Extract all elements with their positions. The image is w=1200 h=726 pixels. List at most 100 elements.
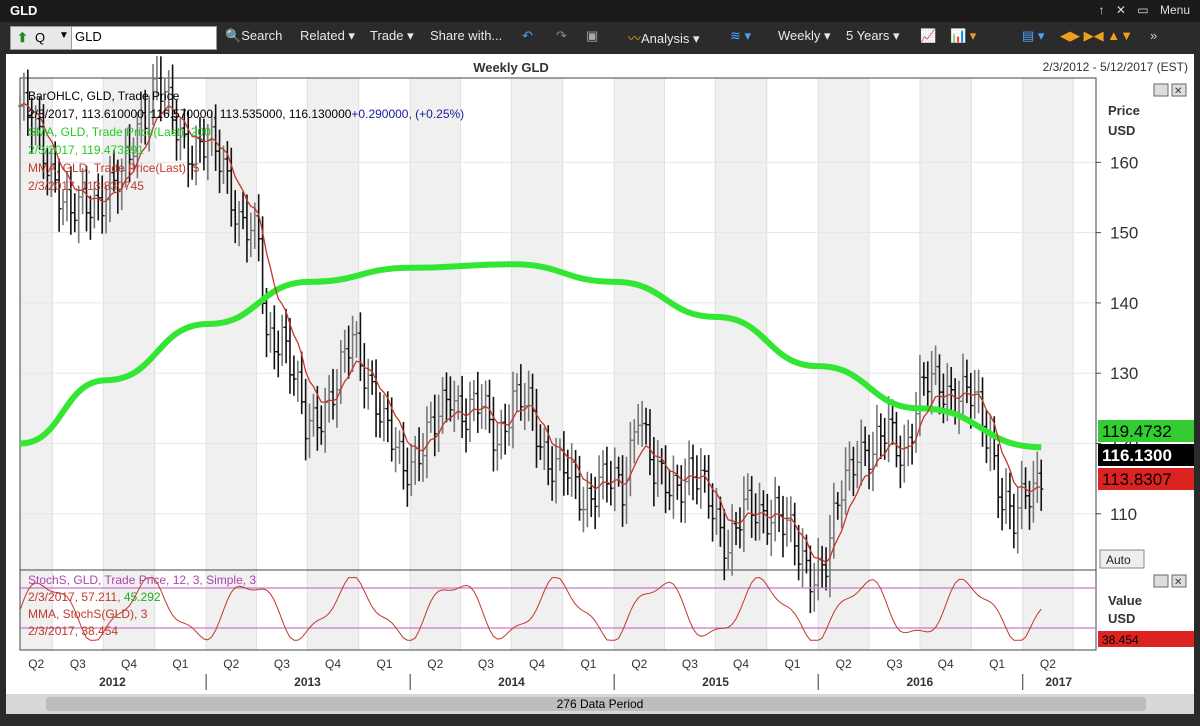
quarter-label: Q4 [121, 657, 137, 671]
ticker-field[interactable]: ⬆ Q ▼ GLD [10, 26, 217, 50]
undo-icon[interactable]: ↶ [522, 28, 533, 43]
ticker-type-selector[interactable]: ⬆ Q ▼ [11, 27, 72, 49]
quarter-label: Q3 [274, 657, 290, 671]
analysis-button[interactable]: 〰Analysis ▾ [628, 31, 700, 46]
price-tick-label: 130 [1110, 364, 1138, 383]
stoch-badge-text: 38.454 [1102, 633, 1139, 647]
window-controls: ↑ ✕ ▭ Menu [1091, 3, 1190, 17]
quarter-label: Q1 [376, 657, 392, 671]
sma-200-line [19, 261, 1042, 451]
horizontal-scrollbar[interactable]: 276 Data Period [6, 694, 1194, 714]
ticker-input[interactable]: GLD [75, 29, 102, 44]
studies-icon[interactable]: ≋ ▾ [730, 28, 752, 43]
scroll-arrows-icon[interactable]: ◀▶ ▶◀ ▲▼ [1060, 28, 1133, 43]
quarter-label: Q3 [886, 657, 902, 671]
chart-title: Weekly GLD [473, 60, 549, 75]
legend-stoch-k: 57.211 [81, 590, 117, 604]
search-label: Search [241, 28, 283, 43]
auto-scale-button[interactable] [1099, 549, 1145, 569]
quarter-label: Q4 [325, 657, 341, 671]
legend-mma-value: 2/3/2017, 113.830745 [28, 179, 144, 193]
chart-container: Weekly GLD 2/3/2012 - 5/12/2017 (EST) 11… [6, 54, 1194, 694]
quarter-label: Q2 [1040, 657, 1056, 671]
quarter-label: Q1 [784, 657, 800, 671]
price-axis-title-1: Price [1108, 103, 1140, 118]
legend-sma-title: SMA, GLD, Trade Price(Last), 200 [28, 125, 211, 139]
year-label: 2015 [702, 675, 729, 689]
chart-header: Weekly GLD 2/3/2012 - 5/12/2017 (EST) [6, 54, 1194, 78]
chart-type-icon[interactable]: 📈 [920, 28, 937, 43]
quarter-label: Q2 [836, 657, 852, 671]
quarter-label: Q2 [631, 657, 647, 671]
quarter-label: Q4 [733, 657, 749, 671]
mma-value-badge [1098, 468, 1194, 490]
sma-value-badge [1098, 420, 1194, 442]
close-icon[interactable]: ✕ [1115, 3, 1126, 17]
chevron-down-icon[interactable]: ▼ [59, 30, 69, 41]
last-badge-text: 116.1300 [1102, 446, 1172, 465]
related-label: Related [300, 28, 345, 43]
svg-text:✕: ✕ [1174, 577, 1182, 588]
more-icon[interactable]: » [1150, 28, 1158, 43]
legend-bar-change: +0.290000, (+0.25%) [351, 107, 464, 121]
quarter-band [410, 78, 461, 650]
toolbar: ⬆ Q ▼ GLD 🔍Search Related ▾ Trade ▾ Shar… [0, 22, 1200, 52]
legend-bar-values: 2/3/2017, 113.610000, 116.570000, 113.53… [28, 107, 464, 121]
stoch-axis-title-2: USD [1108, 611, 1135, 626]
interval-selector[interactable]: Weekly ▾ [778, 28, 831, 43]
time-axis: Q2 Q3 Q4 Q1 Q2 Q3 Q4 Q1 Q2 Q3 Q4 Q1 Q2 Q3 Q4 Q1 Q2 Q3 Q4 Q1… [28, 657, 1072, 690]
price-tick-label: 160 [1110, 153, 1138, 172]
stoch-axis-title-1: Value [1108, 593, 1142, 608]
quarter-band [511, 78, 563, 650]
related-button[interactable]: Related ▾ [300, 28, 355, 43]
stoch-panel-controls[interactable]: ✕ [1153, 574, 1187, 588]
green-arrow-icon: ⬆ [17, 30, 28, 45]
scrollbar-thumb[interactable] [46, 697, 1146, 711]
mma-badge-text: 113.8307 [1102, 470, 1172, 489]
trade-button[interactable]: Trade ▾ [370, 28, 414, 43]
share-button[interactable]: Share with... [430, 28, 502, 43]
quarter-label: Q4 [938, 657, 954, 671]
quarter-band [715, 78, 767, 650]
year-label: 2016 [906, 675, 933, 689]
legend-sma-value: 2/3/2017, 119.473291 [28, 143, 144, 157]
last-price-badge [1098, 444, 1194, 466]
redo-icon[interactable]: ↷ [556, 28, 567, 43]
legend-bar-title: BarOHLC, GLD, Trade Price [28, 89, 180, 103]
share-label: Share with... [430, 28, 503, 43]
sma-badge-text: 119.4732 [1102, 422, 1172, 441]
restore-icon[interactable]: ▭ [1137, 3, 1149, 17]
pin-icon[interactable]: ↑ [1098, 3, 1105, 17]
quarter-label: Q2 [223, 657, 239, 671]
date-range: 2/3/2012 - 5/12/2017 (EST) [1042, 60, 1188, 74]
legend-stoch-mma-value: 2/3/2017, 38.454 [28, 624, 118, 638]
range-selector[interactable]: 5 Years ▾ [846, 28, 900, 43]
quarter-label: Q3 [682, 657, 698, 671]
quarter-label: Q1 [989, 657, 1005, 671]
camera-icon[interactable]: ▣ [586, 28, 599, 43]
search-button[interactable]: 🔍Search [225, 28, 282, 44]
quarter-label: Q3 [70, 657, 86, 671]
data-period-label: 276 Data Period [556, 697, 644, 711]
price-panel-controls[interactable]: ✕ [1153, 83, 1187, 97]
quarter-label: Q4 [529, 657, 545, 671]
analysis-icon: 〰 [628, 31, 642, 46]
stoch-line [19, 577, 1042, 641]
title-bar: GLD ↑ ✕ ▭ Menu [0, 0, 1200, 22]
layout-icon[interactable]: ▤ ▾ [1022, 28, 1045, 43]
legend-stoch-d: 45.292 [124, 590, 161, 604]
year-label: 2017 [1045, 675, 1072, 689]
year-label: 2012 [99, 675, 126, 689]
quarter-label: Q2 [28, 657, 44, 671]
trade-label: Trade [370, 28, 404, 43]
quarter-label: Q1 [580, 657, 596, 671]
quarter-band [614, 78, 665, 650]
mma-5-line [19, 102, 1042, 564]
analysis-label: Analysis [641, 31, 690, 46]
compare-icon[interactable]: 📊 ▾ [950, 28, 977, 43]
vertical-grid [51, 78, 1074, 650]
legend-stoch-mma-title: MMA, StochS(GLD), 3 [28, 607, 148, 621]
menu-button[interactable]: Menu [1159, 3, 1190, 17]
